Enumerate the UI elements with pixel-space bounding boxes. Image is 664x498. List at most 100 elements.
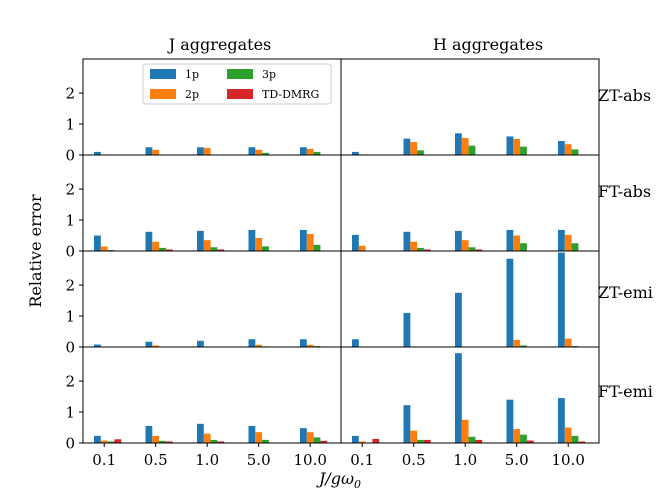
panel-frames: [82, 58, 600, 444]
bar-ft-emi-h-1p-1-0: [455, 353, 462, 443]
column-title-j: J aggregates: [167, 35, 272, 54]
bar-ft-abs-j-1p-1-0: [197, 230, 204, 251]
legend-label-td-dmrg: TD-DMRG: [262, 88, 319, 101]
bar-zt-abs-h-1p-1-0: [455, 133, 462, 155]
y-tick-label-ft-abs-j-0: 0: [65, 243, 75, 261]
bar-zt-emi-j-2p-5-0: [255, 344, 263, 347]
bar-zt-emi-j-2p-10-0: [306, 344, 314, 347]
bar-ft-emi-j-2p-0-5: [152, 435, 160, 443]
bar-ft-emi-h-td-dmrg-0-5: [423, 439, 431, 443]
bar-ft-abs-j-2p-0-5: [152, 241, 160, 251]
bar-ft-abs-j-1p-0-1: [94, 235, 101, 251]
bar-zt-abs-j-1p-0-1: [94, 151, 101, 155]
bar-ft-emi-j-3p-0-5: [159, 440, 166, 443]
x-tick-label-j-0-5: 0.5: [144, 451, 168, 469]
panel-frame-ft-emi-h: [340, 346, 600, 444]
y-tick-label-ft-emi-j-0: 0: [65, 435, 75, 453]
x-tick-label-h-0-1: 0.1: [350, 451, 374, 469]
bar-zt-abs-j-1p-10-0: [300, 147, 307, 155]
bar-ft-emi-j-1p-0-5: [145, 425, 153, 443]
bar-zt-abs-h-2p-1-0: [461, 137, 469, 155]
bar-ft-emi-j-3p-0-1: [107, 441, 115, 443]
bar-ft-emi-j-td-dmrg-0-5: [165, 441, 173, 443]
bar-ft-abs-j-3p-0-5: [159, 247, 166, 251]
y-tick-label-zt-emi-j-0: 0: [65, 339, 75, 357]
bar-ft-emi-j-1p-0-1: [94, 435, 101, 443]
bar-ft-abs-h-2p-1-0: [461, 240, 469, 251]
bar-ft-abs-j-3p-10-0: [313, 244, 321, 251]
bar-ft-emi-h-1p-0-5: [403, 405, 411, 443]
bar-ft-abs-h-3p-5-0: [520, 243, 527, 251]
bar-ft-emi-j-3p-1-0: [210, 439, 218, 443]
bar-ft-emi-h-td-dmrg-0-1: [372, 438, 380, 443]
bar-zt-abs-j-2p-1-0: [203, 147, 211, 155]
bar-zt-emi-j-1p-5-0: [248, 339, 256, 347]
x-tick-label-j-0-1: 0.1: [92, 451, 116, 469]
bar-ft-abs-j-2p-5-0: [255, 237, 263, 251]
x-axis-label-subscript: 0: [354, 478, 361, 491]
legend: 1p 2p 3p TD-DMRG: [142, 63, 332, 105]
bar-ft-abs-h-2p-0-1: [358, 245, 366, 251]
bar-ft-emi-j-3p-10-0: [313, 437, 321, 443]
bar-ft-emi-h-td-dmrg-5-0: [526, 440, 534, 443]
bar-ft-abs-j-2p-10-0: [306, 233, 314, 251]
bar-zt-emi-h-2p-10-0: [564, 338, 572, 347]
y-tick-label-zt-emi-j-2: 2: [65, 277, 75, 295]
axis-ticks: 0 1 2 0 1 2 0 1 2 0 1 2 0.1 0.5 1.0 5.0 10.0 0.1 0.5 1.0 5.0…: [65, 85, 584, 469]
bar-ft-emi-h-1p-10-0: [558, 398, 565, 443]
y-tick-label-ft-abs-j-2: 2: [65, 181, 75, 199]
y-tick-label-zt-abs-j-2: 2: [65, 85, 75, 103]
bar-zt-abs-h-2p-0-5: [410, 141, 418, 155]
x-tick-label-h-5-0: 5.0: [505, 451, 529, 469]
bar-zt-abs-h-2p-10-0: [564, 144, 572, 155]
bar-ft-emi-h-1p-0-1: [352, 435, 359, 443]
bar-zt-abs-j-1p-1-0: [197, 147, 204, 155]
legend-swatch-1p: [150, 69, 176, 79]
y-tick-label-zt-emi-j-1: 1: [65, 308, 75, 326]
y-tick-label-zt-abs-j-1: 1: [65, 116, 75, 134]
bar-ft-abs-h-3p-1-0: [468, 247, 476, 251]
bar-ft-emi-h-td-dmrg-10-0: [578, 441, 586, 443]
legend-label-2p: 2p: [185, 88, 199, 101]
bar-ft-emi-h-3p-10-0: [571, 435, 579, 443]
bar-ft-emi-j-1p-1-0: [197, 423, 204, 443]
bar-ft-abs-h-3p-0-5: [417, 247, 424, 251]
bar-ft-abs-h-1p-0-5: [403, 231, 411, 251]
bar-ft-emi-h-td-dmrg-1-0: [475, 439, 483, 443]
y-tick-label-ft-abs-j-1: 1: [65, 212, 75, 230]
bar-zt-emi-h-3p-5-0: [520, 345, 527, 347]
x-axis-label-main: J/gω: [316, 469, 354, 488]
bar-ft-emi-j-1p-5-0: [248, 425, 256, 443]
y-tick-label-zt-abs-j-0: 0: [65, 147, 75, 165]
y-tick-label-ft-emi-j-2: 2: [65, 373, 75, 391]
bar-ft-emi-h-3p-0-5: [417, 439, 424, 443]
legend-swatch-td-dmrg: [227, 89, 253, 99]
bar-zt-emi-j-1p-1-0: [197, 340, 204, 347]
bar-ft-abs-j-3p-5-0: [262, 246, 269, 251]
row-label-zt-abs: ZT-abs: [598, 86, 651, 105]
bar-zt-emi-j-1p-0-5: [145, 341, 153, 347]
x-tick-label-j-5-0: 5.0: [247, 451, 271, 469]
bar-ft-emi-j-2p-10-0: [306, 432, 314, 443]
bar-ft-abs-j-2p-0-1: [100, 246, 108, 251]
bar-zt-abs-j-3p-10-0: [313, 151, 321, 155]
x-tick-label-h-1-0: 1.0: [453, 451, 477, 469]
bar-ft-abs-j-td-dmrg-0-5: [165, 249, 173, 251]
bar-ft-abs-h-1p-10-0: [558, 229, 565, 251]
row-label-ft-emi: FT-emi: [598, 382, 653, 401]
bar-zt-abs-j-2p-5-0: [255, 149, 263, 155]
bar-ft-emi-h-2p-0-1: [358, 441, 366, 443]
bar-ft-emi-j-2p-5-0: [255, 432, 263, 443]
bar-zt-emi-h-1p-0-1: [352, 339, 359, 347]
bar-zt-abs-h-3p-5-0: [520, 146, 527, 155]
bar-zt-emi-j-2p-0-5: [152, 345, 160, 347]
bar-ft-abs-h-td-dmrg-0-5: [423, 249, 431, 251]
bar-ft-abs-h-1p-0-1: [352, 234, 359, 251]
bar-ft-emi-h-1p-5-0: [506, 399, 514, 443]
bar-zt-abs-h-3p-0-5: [417, 150, 424, 155]
legend-box: [142, 63, 332, 105]
bar-zt-abs-h-1p-0-5: [403, 138, 411, 155]
bar-zt-abs-j-2p-10-0: [306, 148, 314, 155]
x-tick-label-j-1-0: 1.0: [195, 451, 219, 469]
